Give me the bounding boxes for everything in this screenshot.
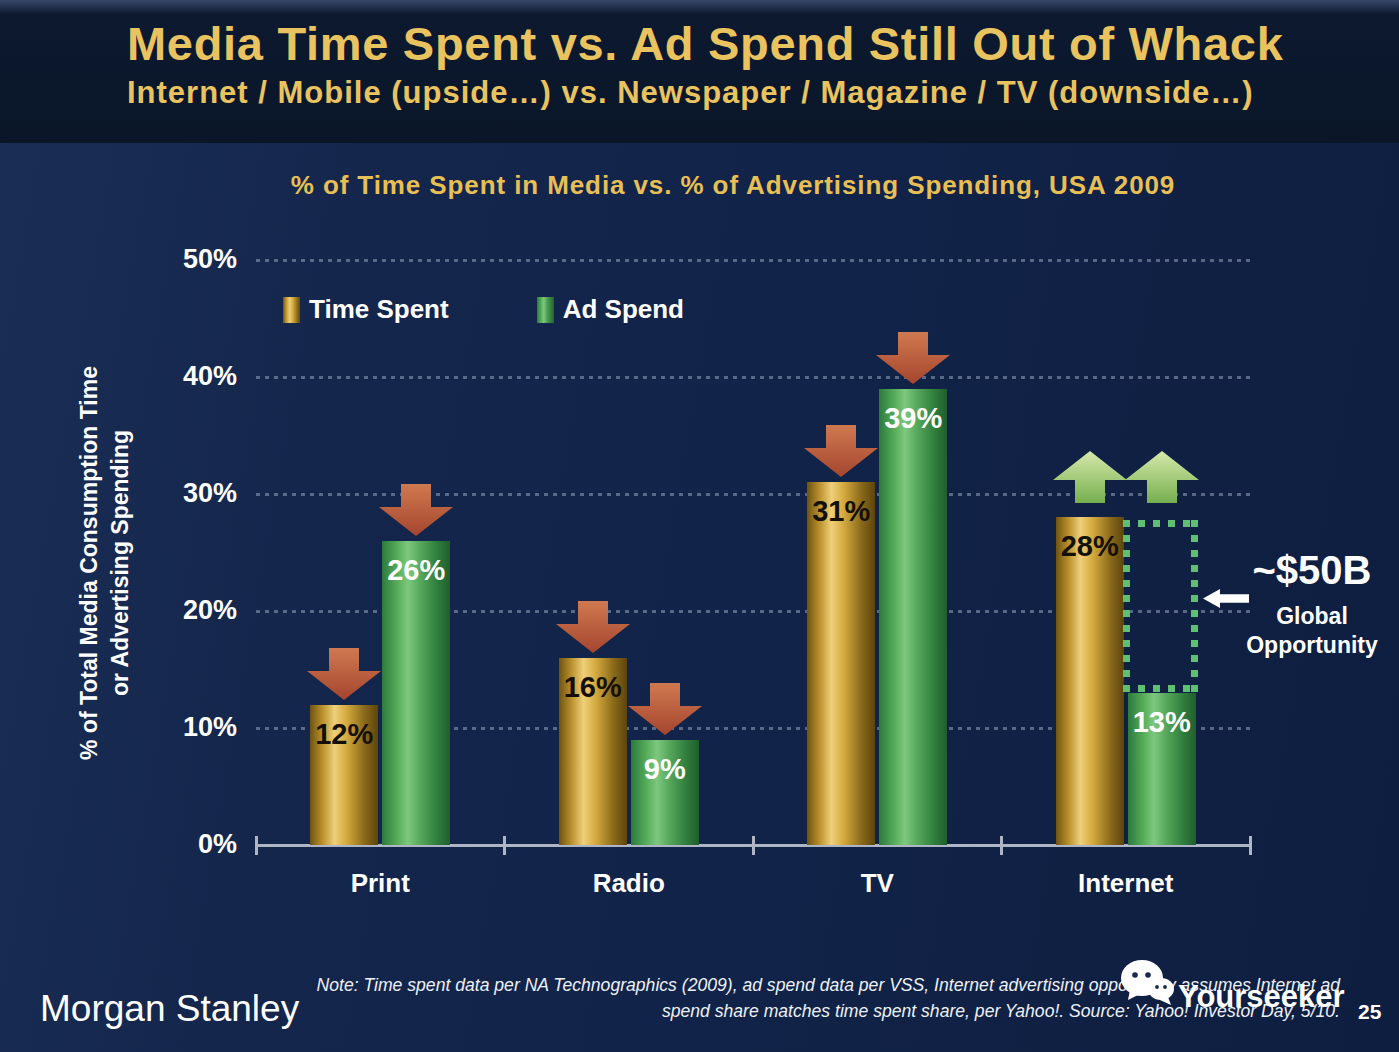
value-label-tv-gold: 31% — [807, 495, 875, 528]
up-arrow-internet-green — [1125, 451, 1199, 503]
category-label-tv: TV — [753, 868, 1001, 899]
category-label-radio: Radio — [505, 868, 753, 899]
y-axis-title-line2: or Advertising Spending — [105, 366, 136, 760]
legend-label-ad-spend: Ad Spend — [563, 294, 684, 325]
y-axis-title-line1: % of Total Media Consumption Time — [74, 366, 105, 760]
y-axis-title: % of Total Media Consumption Time or Adv… — [74, 366, 136, 760]
morgan-stanley-logo: Morgan Stanley — [40, 988, 299, 1030]
opportunity-box-right — [1191, 520, 1198, 692]
down-arrow-radio-green — [628, 683, 702, 735]
y-tick-label: 10% — [147, 712, 237, 743]
gridline — [256, 376, 1252, 379]
annotation-line1: Global — [1228, 603, 1396, 630]
value-label-print-green: 26% — [382, 554, 450, 587]
down-arrow-radio-gold — [556, 601, 630, 653]
opportunity-box-bottom — [1123, 685, 1198, 692]
yourseeker-label: Yourseeker — [1178, 979, 1345, 1015]
category-label-print: Print — [256, 868, 504, 899]
down-arrow-tv-green — [876, 332, 950, 384]
page-number: 25 — [1358, 1000, 1381, 1024]
slide-title: Media Time Spent vs. Ad Spend Still Out … — [127, 16, 1284, 71]
annotation-line2: Opportunity — [1228, 632, 1396, 659]
y-tick-label: 30% — [147, 478, 237, 509]
up-arrow-internet-gold — [1053, 451, 1127, 503]
left-arrow-icon — [1203, 589, 1249, 608]
value-label-print-gold: 12% — [310, 718, 378, 751]
x-axis-tick — [1249, 836, 1252, 855]
x-axis-tick — [255, 836, 258, 855]
slide: Media Time Spent vs. Ad Spend Still Out … — [0, 0, 1399, 1052]
bar-internet-gold — [1056, 517, 1124, 845]
legend-label-time-spent: Time Spent — [309, 294, 449, 325]
legend-marker-time-spent — [283, 297, 300, 323]
value-label-internet-green: 13% — [1128, 706, 1196, 739]
value-label-radio-green: 9% — [631, 753, 699, 786]
opportunity-annotation: ~$50B Global Opportunity — [1228, 548, 1396, 659]
value-label-radio-gold: 16% — [559, 671, 627, 704]
chart-legend: Time Spent Ad Spend — [283, 294, 684, 325]
slide-subtitle: Internet / Mobile (upside…) vs. Newspape… — [127, 75, 1254, 111]
bar-tv-gold — [807, 482, 875, 845]
bar-tv-green — [879, 389, 947, 845]
x-axis-tick — [752, 836, 755, 855]
down-arrow-tv-gold — [804, 425, 878, 477]
down-arrow-print-green — [379, 484, 453, 536]
category-label-internet: Internet — [1002, 868, 1250, 899]
opportunity-box-top — [1123, 520, 1198, 527]
gridline — [256, 259, 1252, 262]
value-label-internet-gold: 28% — [1056, 530, 1124, 563]
y-tick-label: 40% — [147, 361, 237, 392]
opportunity-box-left — [1123, 520, 1130, 692]
value-label-tv-green: 39% — [879, 402, 947, 435]
y-tick-label: 0% — [147, 829, 237, 860]
y-tick-label: 50% — [147, 244, 237, 275]
annotation-headline: ~$50B — [1228, 548, 1396, 593]
x-axis-tick — [1000, 836, 1003, 855]
y-tick-label: 20% — [147, 595, 237, 626]
chart-title: % of Time Spent in Media vs. % of Advert… — [133, 170, 1333, 201]
legend-marker-ad-spend — [537, 297, 554, 323]
wechat-icon — [1118, 956, 1176, 1008]
x-axis-tick — [503, 836, 506, 855]
down-arrow-print-gold — [307, 648, 381, 700]
slide-header: Media Time Spent vs. Ad Spend Still Out … — [0, 0, 1399, 143]
